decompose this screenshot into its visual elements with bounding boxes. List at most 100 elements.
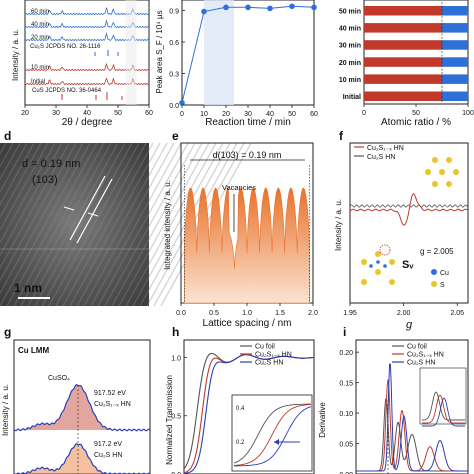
xrd-series-label: 10 min (31, 65, 49, 71)
xrd-peak-highlight (125, 0, 137, 105)
x-tick-label: 0.5 (209, 310, 219, 317)
panel-h-curves: 0.0 0.5 1.0 (171, 352, 315, 474)
g-value-label: g = 2.005 (420, 247, 454, 256)
derivative-curve (356, 363, 468, 472)
xrd-series-label: 20 min (31, 35, 49, 41)
panel-i-letter: i (343, 325, 346, 339)
bar-category-label: 50 min (339, 9, 361, 16)
d-spacing-label: d = 0.19 nm (22, 158, 80, 170)
y-tick-label: 0.15 (339, 381, 353, 388)
lattice-fringe (0, 142, 77, 283)
xps-fit-area (14, 443, 150, 474)
y-tick-label: 0.10 (339, 411, 353, 418)
cu-key-label: Cu (440, 270, 449, 277)
y-tick-label: 0.00 (339, 472, 353, 474)
panel-a-curves (24, 0, 150, 105)
x-tick-label: 60 (310, 111, 318, 118)
ratio-bar-segment (364, 6, 442, 16)
panel-a-ylabel: Intensity / a. u. (11, 29, 20, 81)
xrd-series-label: 60 min (31, 9, 49, 15)
bar-category-label: Initial (343, 94, 361, 101)
x-tick-label: 1.5 (275, 310, 285, 317)
lattice-fringe (118, 142, 210, 307)
inset-curve (233, 403, 311, 464)
lattice-fringe (34, 142, 126, 307)
xps-curve (13, 384, 151, 432)
cuso4-label: CuSO₄ (48, 375, 70, 382)
x-tick-label: 0 (180, 111, 184, 118)
x-tick-label: 50 (412, 110, 420, 117)
bar-category-label: 30 min (339, 43, 361, 50)
panel-f-ylabel: Intensity / a. u. (334, 199, 343, 251)
shift-arrow-head (274, 439, 279, 445)
inset-curve (234, 406, 312, 467)
y-tick-label: 0.6 (169, 40, 179, 47)
cu-atom (376, 260, 380, 264)
s-atom (446, 181, 452, 187)
legend-label: Cu foil (255, 344, 275, 351)
fringe-line (76, 178, 113, 244)
panel-c-xlabel: Atomic ratio / % (381, 117, 451, 128)
lattice-fringe (125, 142, 217, 307)
s-atom (375, 269, 381, 275)
panel-h-inset (231, 394, 313, 472)
bar-category-label: 10 min (339, 77, 361, 84)
s-key-label: S (440, 282, 445, 289)
xps-curve (13, 443, 151, 474)
lattice-fringe (0, 142, 35, 207)
panel-b-ylabel: Peak area S_F / 10⁴ μs (155, 10, 164, 93)
ratio-bar-segment (364, 40, 442, 50)
sv-label: Sᵥ (402, 259, 414, 271)
inset-y-tick-label: 0.2 (236, 440, 245, 446)
s-atom (389, 259, 395, 265)
legend-label: Cu₂S HN (367, 154, 395, 161)
crystal-structure-bottom (361, 244, 395, 285)
x-tick-label: 60 (145, 110, 153, 117)
epr-curve-cu2s1-x (349, 193, 468, 226)
lattice-fringe (97, 142, 189, 307)
crystal-structure-top (425, 157, 459, 187)
data-point (289, 3, 295, 10)
panel-e-ylabel: Integrated intensity / a. u. (163, 180, 172, 270)
data-point (311, 4, 317, 11)
vacancy-site (379, 244, 391, 256)
panel-e-letter: e (172, 129, 179, 143)
panel-f-letter: f (339, 129, 344, 143)
panel-e-xlabel: Lattice spacing / nm (203, 318, 292, 329)
lattice-fringe (111, 142, 203, 307)
epr-curve-cu2s (349, 204, 468, 208)
ratio-bar-segment (442, 40, 468, 50)
cu-atom-key (431, 269, 437, 275)
data-point (245, 4, 251, 11)
cu-atom (369, 264, 373, 268)
ratio-bar-segment (364, 91, 442, 101)
lattice-fringe (55, 142, 147, 307)
s-atom (453, 169, 459, 175)
xrd-series-label: Initial (31, 79, 45, 85)
bar-category-label: 20 min (339, 60, 361, 67)
panel-g-curves (13, 384, 151, 474)
data-point (267, 5, 273, 12)
y-tick-label: 0.3 (169, 72, 179, 79)
x-tick-label: 30 (244, 111, 252, 118)
peak2-sample: Cu₂S HN (94, 452, 122, 459)
s-atom (425, 169, 431, 175)
panel-i-ylabel: Derivative (318, 402, 327, 438)
s-atom (389, 279, 395, 285)
y-tick-label: 0.0 (171, 472, 181, 474)
x-tick-label: 1.0 (242, 310, 252, 317)
panel-h-inset-curves: 0.4 0.2 (233, 403, 312, 467)
panel-a-xlabel: 2θ / degree (62, 117, 113, 128)
data-point (179, 100, 185, 106)
s-atom (446, 157, 452, 163)
panel-d: d d = 0.19 nm (103) 1 nm (0, 129, 252, 307)
arrow-left (63, 206, 75, 211)
x-tick-label: 30 (52, 110, 60, 117)
panel-b-plot: 0.0 0.3 0.6 0.9 0 10 20 30 40 50 60 (169, 3, 318, 118)
tem-image (0, 143, 149, 306)
lattice-fringe (6, 142, 98, 307)
panel-i-curves: 0.00 0.05 0.10 0.15 0.20 (339, 350, 468, 474)
panel-g: g Cu LMM CuSO₄ 917.52 eV Cu₂S₁₋ₓ HN 917.… (1, 325, 151, 474)
lattice-fringe (0, 142, 63, 257)
